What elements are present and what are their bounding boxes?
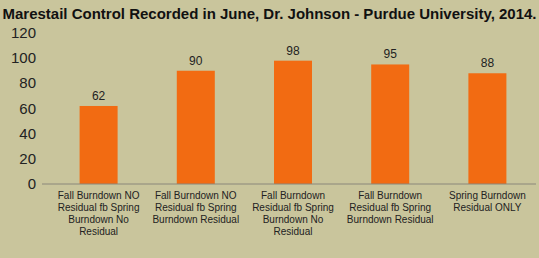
bars	[80, 61, 507, 184]
data-label: 90	[189, 54, 203, 68]
x-tick-label: Fall Burndown Residual fb Spring Burndow…	[342, 190, 439, 226]
data-label: 98	[286, 44, 300, 58]
y-tick-label: 20	[19, 150, 36, 167]
data-label: 62	[92, 89, 106, 103]
x-axis	[42, 184, 536, 185]
y-tick-label: 40	[19, 125, 36, 142]
y-tick-label: 80	[19, 74, 36, 91]
y-tick-label: 0	[28, 175, 36, 192]
bar	[371, 64, 409, 184]
bar	[274, 61, 312, 184]
bar	[468, 73, 506, 184]
bar	[177, 71, 215, 184]
page: {"chart_data": {"type": "bar", "title": …	[0, 0, 539, 258]
y-tick-label: 100	[11, 49, 36, 66]
data-label: 95	[384, 47, 398, 61]
x-tick-label: Fall Burndown NO Residual fb Spring Burn…	[147, 190, 244, 226]
bar	[80, 106, 118, 184]
data-label: 88	[481, 56, 495, 70]
x-tick-label: Spring Burndown Residual ONLY	[439, 190, 536, 214]
x-tick-label: Fall Burndown NO Residual fb Spring Burn…	[50, 190, 147, 238]
title: Marestail Control Recorded in June, Dr. …	[2, 5, 536, 22]
y-tick-label: 60	[19, 100, 36, 117]
x-tick-label: Fall Burndown Residual fb Spring Burndow…	[244, 190, 341, 238]
y-tick-label: 120	[11, 24, 36, 41]
